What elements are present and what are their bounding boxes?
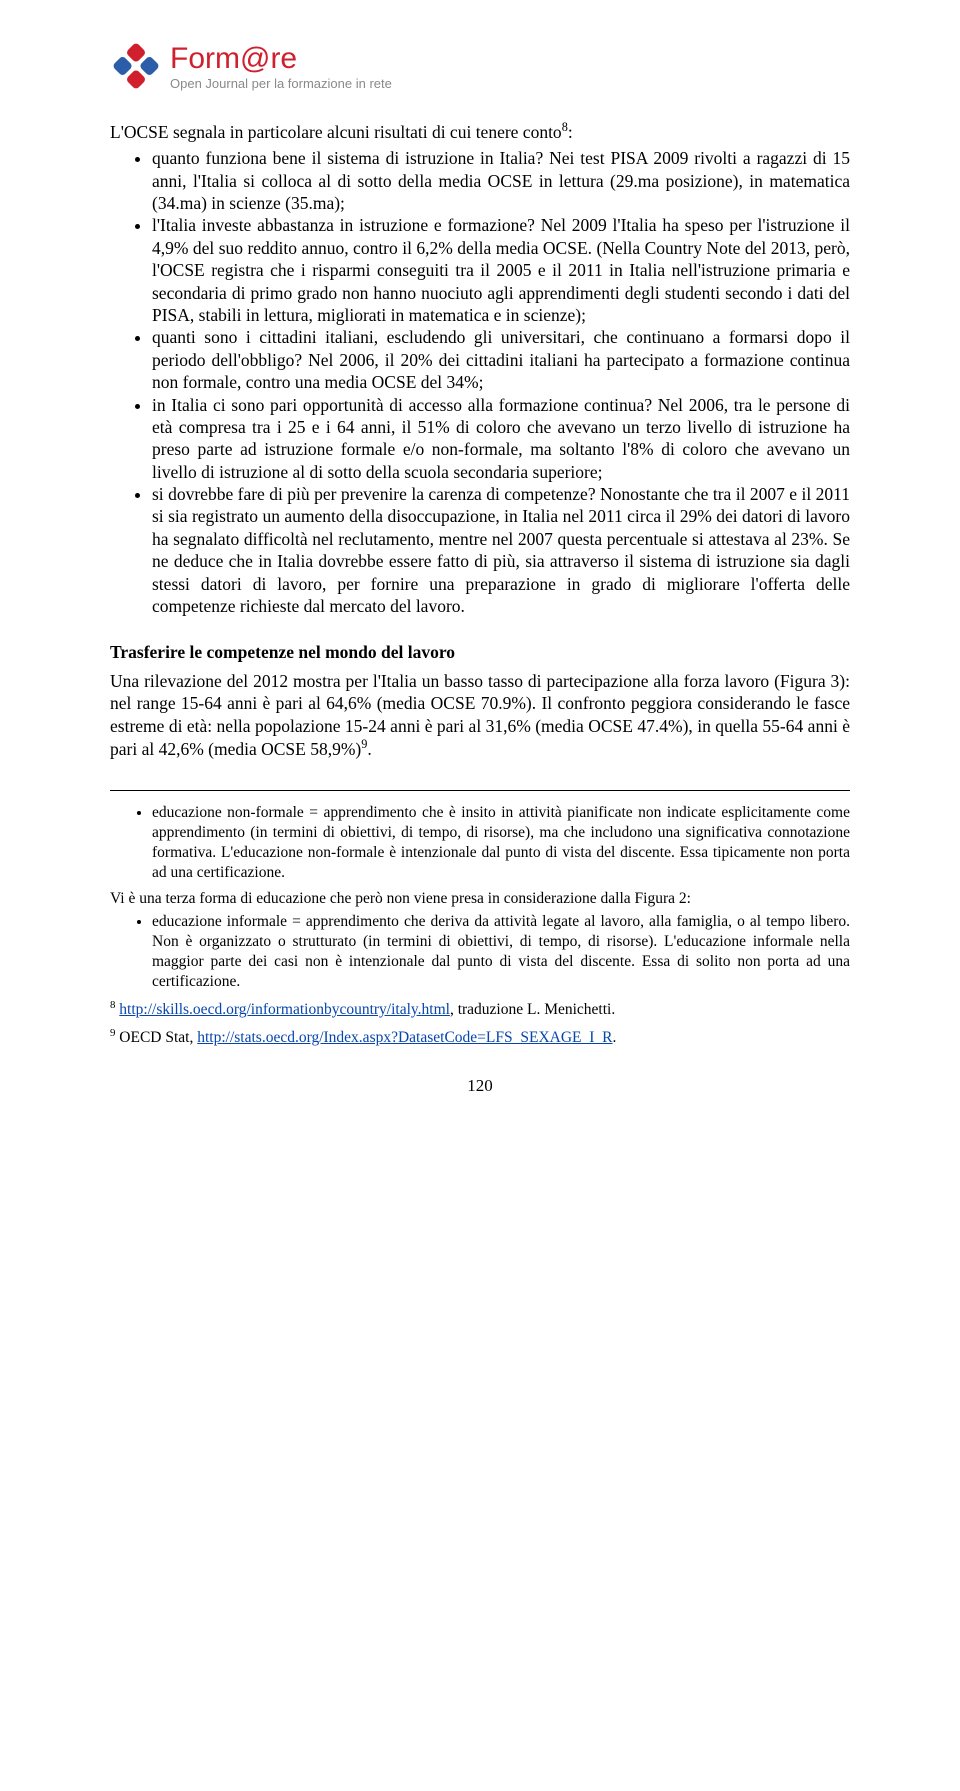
footnote-id-8: 8: [110, 999, 115, 1011]
journal-title: Form@re: [170, 44, 392, 74]
page-number: 120: [110, 1076, 850, 1096]
intro-colon: :: [568, 122, 573, 142]
journal-header: Form@re Open Journal per la formazione i…: [110, 40, 850, 92]
footnote-8: 8 http://skills.oecd.org/informationbyco…: [110, 998, 850, 1020]
footnote-9-pre: OECD Stat,: [115, 1029, 197, 1046]
list-item: quanto funziona bene il sistema di istru…: [152, 147, 850, 214]
footnote-9-tail: .: [613, 1029, 617, 1046]
main-bullet-list: quanto funziona bene il sistema di istru…: [110, 147, 850, 617]
footnote-9-link[interactable]: http://stats.oecd.org/Index.aspx?Dataset…: [197, 1029, 612, 1046]
section-tail: .: [367, 739, 371, 759]
list-item: in Italia ci sono pari opportunità di ac…: [152, 394, 850, 484]
section-text: Una rilevazione del 2012 mostra per l'It…: [110, 671, 850, 759]
journal-logo-icon: [110, 40, 162, 92]
footnote-between-text: Vi è una terza forma di educazione che p…: [110, 889, 850, 909]
footnote-9: 9 OECD Stat, http://stats.oecd.org/Index…: [110, 1026, 850, 1048]
footnote-bullet-list-a: educazione non-formale = apprendimento c…: [110, 803, 850, 882]
intro-paragraph: L'OCSE segnala in particolare alcuni ris…: [110, 120, 850, 143]
list-item: quanti sono i cittadini italiani, esclud…: [152, 326, 850, 393]
footnote-separator: [110, 790, 850, 791]
intro-text: L'OCSE segnala in particolare alcuni ris…: [110, 122, 562, 142]
list-item: educazione non-formale = apprendimento c…: [152, 803, 850, 882]
list-item: l'Italia investe abbastanza in istruzion…: [152, 214, 850, 326]
list-item: si dovrebbe fare di più per prevenire la…: [152, 483, 850, 617]
list-item: educazione informale = apprendimento che…: [152, 912, 850, 991]
section-paragraph: Una rilevazione del 2012 mostra per l'It…: [110, 670, 850, 760]
journal-subtitle: Open Journal per la formazione in rete: [170, 76, 392, 91]
section-heading: Trasferire le competenze nel mondo del l…: [110, 641, 850, 663]
footnote-bullet-list-b: educazione informale = apprendimento che…: [110, 912, 850, 991]
footnote-8-link[interactable]: http://skills.oecd.org/informationbycoun…: [119, 1001, 450, 1018]
footnote-8-tail: , traduzione L. Menichetti.: [450, 1001, 615, 1018]
